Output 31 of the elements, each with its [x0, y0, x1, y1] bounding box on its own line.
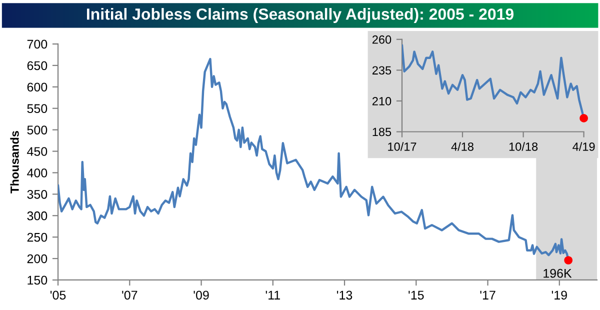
x-tick-label: 4/19	[572, 142, 595, 151]
y-tick-label: 500	[27, 126, 48, 134]
x-tick-label: 4/18	[451, 142, 474, 151]
y-tick-label: 450	[27, 147, 48, 156]
x-tick-label: '15	[408, 290, 424, 300]
x-tick-label: '07	[122, 290, 138, 300]
y-tick-label: 300	[27, 211, 48, 220]
y-tick-label: 210	[372, 96, 392, 106]
x-tick-label: '11	[266, 290, 280, 300]
x-tick-label: '09	[194, 290, 209, 300]
x-tick-label: 10/18	[509, 142, 538, 151]
y-tick-label: 600	[27, 82, 48, 92]
y-tick-label: 250	[27, 232, 48, 242]
annotation: 196K	[544, 268, 572, 278]
y-tick-label: 650	[27, 61, 48, 70]
x-tick-label: '17	[480, 290, 496, 300]
y-tick-label: 150	[28, 276, 48, 285]
x-tick-label: '13	[337, 290, 352, 300]
y-tick-label: 200	[27, 254, 48, 264]
y-tick-label: 185	[372, 128, 392, 136]
y-tick-label: 700	[27, 40, 48, 49]
x-tick-label: '05	[50, 290, 66, 300]
x-tick-label: 10/17	[388, 142, 416, 151]
y-tick-label: 400	[27, 168, 48, 178]
y-tick-label: 235	[372, 66, 392, 75]
chart-title: Initial Jobless Claims (Seasonally Adjusted): 2005 - 2019	[87, 8, 514, 23]
y-tick-label: 260	[372, 35, 392, 44]
y-tick-label: 550	[27, 104, 48, 114]
y-axis-title: Thousands	[10, 130, 19, 194]
y-tick-label: 350	[27, 190, 48, 199]
x-tick-label: '19	[552, 290, 567, 300]
